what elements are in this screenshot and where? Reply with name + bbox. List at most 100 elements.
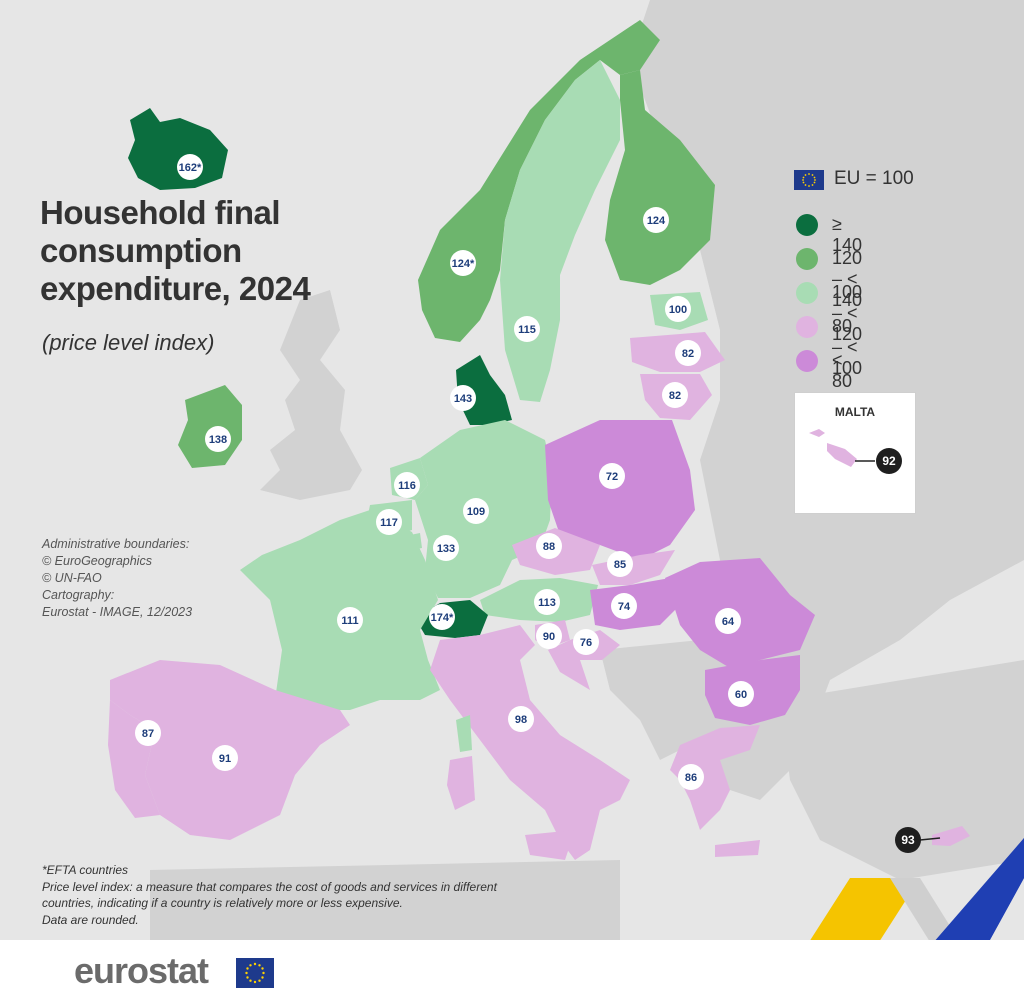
- marker-spain: 91: [212, 745, 238, 771]
- label-norway: 124*: [452, 258, 475, 270]
- marker-romania: 64: [715, 608, 741, 634]
- country-greece: [670, 725, 760, 830]
- marker-luxembourg: 133: [433, 535, 459, 561]
- legend-label: ≥ 140: [832, 214, 863, 255]
- footnote-rounding: Data are rounded.: [42, 913, 139, 927]
- balkans-land: [600, 640, 720, 760]
- marker-slovakia: 85: [607, 551, 633, 577]
- title-line-3: expenditure, 2024: [40, 270, 311, 307]
- country-slovakia: [592, 550, 675, 585]
- label-croatia: 76: [580, 637, 592, 649]
- legend-label: < 80: [832, 350, 853, 391]
- footer-bar: [0, 940, 1024, 1003]
- malta-map: 92: [809, 429, 902, 474]
- label-sweden: 115: [518, 324, 536, 336]
- label-finland: 124: [647, 215, 666, 227]
- title-line-1: Household final: [40, 194, 281, 231]
- label-malta: 92: [882, 454, 896, 468]
- legend-swatch: [796, 282, 818, 304]
- marker-greece: 86: [678, 764, 704, 790]
- country-france: [240, 510, 440, 710]
- label-slovenia: 90: [543, 631, 555, 643]
- country-malta: [809, 429, 857, 467]
- marker-sweden: 115: [514, 316, 540, 342]
- marker-austria: 113: [534, 589, 560, 615]
- country-sicily: [525, 830, 575, 860]
- marker-slovenia: 90: [536, 623, 562, 649]
- label-poland: 72: [606, 471, 618, 483]
- marker-ireland: 138: [205, 426, 231, 452]
- label-belgium: 117: [380, 517, 398, 529]
- marker-latvia: 82: [675, 340, 701, 366]
- attribution-line: © UN-FAO: [42, 571, 102, 585]
- marker-cyprus: 93: [895, 827, 921, 853]
- attribution-line: Administrative boundaries:: [42, 537, 190, 551]
- marker-iceland: 162*: [177, 154, 203, 180]
- legend-label: 80 – < 100: [832, 316, 863, 378]
- label-czechia: 88: [543, 541, 555, 553]
- country-corsica: [456, 715, 472, 752]
- attribution-line: Cartography:: [42, 588, 115, 602]
- africa-land: [150, 860, 620, 940]
- country-croatia: [548, 630, 620, 690]
- legend-eu-reference: EU = 100: [794, 166, 994, 194]
- country-hungary: [590, 578, 685, 630]
- label-ireland: 138: [209, 434, 227, 446]
- map-title: Household final consumption expenditure,…: [40, 194, 311, 308]
- attribution-line: Eurostat - IMAGE, 12/2023: [42, 605, 193, 619]
- malta-inset: MALTA 92: [794, 392, 916, 514]
- eu-flag-logo-icon: [236, 958, 274, 988]
- turkey-land: [780, 660, 1024, 880]
- label-cyprus: 93: [901, 833, 915, 847]
- label-switzerland: 174*: [431, 612, 454, 624]
- label-france: 111: [341, 615, 358, 627]
- label-spain: 91: [219, 753, 231, 765]
- label-iceland: 162*: [179, 162, 202, 174]
- marker-portugal: 87: [135, 720, 161, 746]
- country-italy: [430, 625, 630, 860]
- marker-italy: 98: [508, 706, 534, 732]
- label-germany: 109: [467, 506, 485, 518]
- country-finland: [605, 70, 715, 285]
- label-denmark: 143: [454, 393, 472, 405]
- marker-belgium: 117: [376, 509, 402, 535]
- marker-hungary: 74: [611, 593, 637, 619]
- country-romania: [665, 558, 815, 668]
- marker-estonia: 100: [665, 296, 691, 322]
- footnote-definition: Price level index: a measure that compar…: [42, 880, 497, 910]
- marker-bulgaria: 60: [728, 681, 754, 707]
- country-poland: [545, 420, 695, 560]
- marker-netherlands: 116: [394, 472, 420, 498]
- eu-stars-icon: [802, 173, 816, 187]
- footnote-efta: *EFTA countries: [42, 863, 129, 877]
- label-slovakia: 85: [614, 559, 626, 571]
- marker-finland: 124: [643, 207, 669, 233]
- label-luxembourg: 133: [437, 543, 455, 555]
- legend-swatch: [796, 214, 818, 236]
- country-sardinia: [447, 756, 475, 810]
- marker-switzerland: 174*: [429, 604, 455, 630]
- marker-germany: 109: [463, 498, 489, 524]
- label-greece: 86: [685, 772, 697, 784]
- label-romania: 64: [722, 616, 735, 628]
- title-line-2: consumption: [40, 232, 242, 269]
- value-markers: 162* 124* 115 124 100 82 82 143 138 116 …: [135, 154, 754, 790]
- marker-france: 111: [337, 607, 363, 633]
- label-bulgaria: 60: [735, 689, 747, 701]
- country-cyprus: [932, 826, 970, 846]
- legend-swatch: [796, 316, 818, 338]
- country-crete: [715, 840, 760, 857]
- marker-poland: 72: [599, 463, 625, 489]
- legend-label: 120 – < 140: [832, 248, 863, 310]
- country-norway: [418, 20, 660, 342]
- attribution: Administrative boundaries: © EuroGeograp…: [42, 536, 242, 621]
- label-lithuania: 82: [669, 390, 681, 402]
- uk-land: [260, 290, 362, 500]
- attribution-line: © EuroGeographics: [42, 554, 152, 568]
- marker-lithuania: 82: [662, 382, 688, 408]
- legend-swatch: [796, 248, 818, 270]
- label-italy: 98: [515, 714, 527, 726]
- label-portugal: 87: [142, 728, 154, 740]
- country-iceland: [128, 108, 228, 190]
- marker-croatia: 76: [573, 629, 599, 655]
